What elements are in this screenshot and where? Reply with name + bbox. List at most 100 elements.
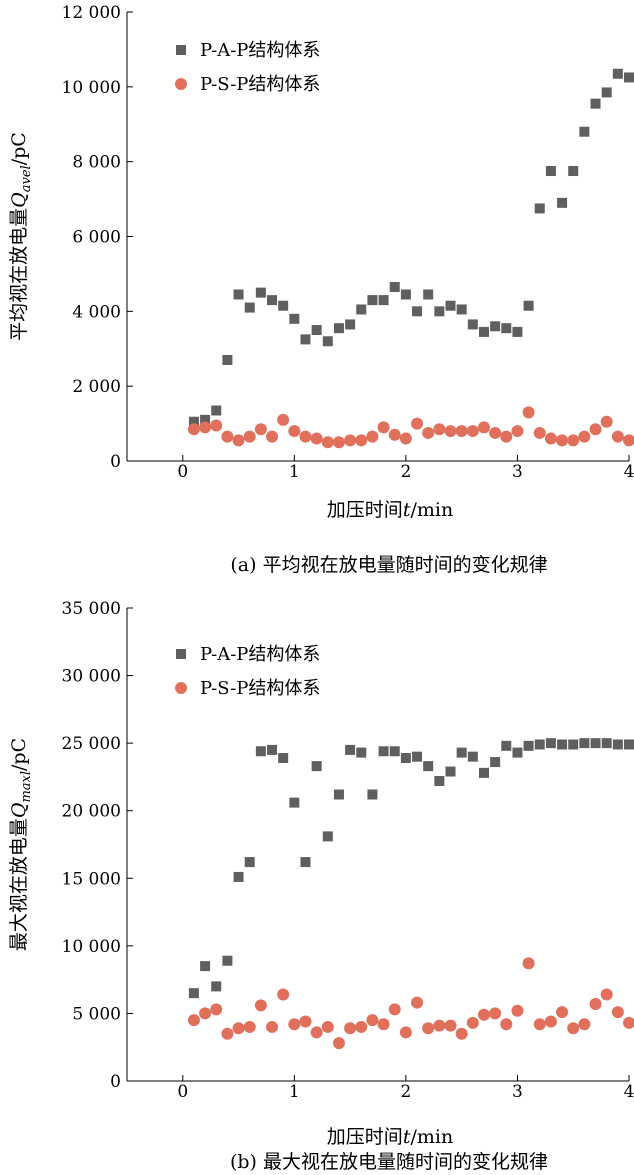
data-point-circle [466,1016,479,1029]
data-point-circle [477,1008,490,1021]
y-tick-label: 35 000 [62,599,121,619]
data-point-square [534,203,545,214]
data-point-circle [388,1003,401,1016]
data-point-circle [600,415,613,428]
data-point-circle [299,430,312,443]
x-axis-label-text: 加压时间 [327,499,403,521]
data-point-square [601,87,612,98]
data-point-square [445,300,456,311]
data-point-circle [489,1007,502,1020]
y-tick-label: 10 000 [62,78,121,98]
data-point-circle [611,430,624,443]
data-point-circle [589,997,602,1010]
x-axis-label-unit: /min [410,1126,453,1148]
data-point-square [389,746,400,757]
data-point-circle [210,419,223,432]
x-axis-label-var: t [403,499,411,521]
data-point-square [612,68,623,79]
y-tick-label: 8 000 [72,153,121,173]
data-point-square [222,955,233,966]
data-point-circle [600,988,613,1001]
data-point-square [423,761,434,772]
data-point-circle [232,1022,245,1035]
data-point-circle [444,425,457,438]
data-point-circle [355,434,368,447]
y-tick-label: 2 000 [72,377,121,397]
data-point-square [333,323,344,334]
data-point-circle [199,1007,212,1020]
data-point-square [400,289,411,300]
data-point-circle [533,426,546,439]
data-point-square [389,282,400,293]
data-point-circle [187,1014,200,1027]
data-point-circle [243,1020,256,1033]
data-point-circle [310,432,323,445]
data-point-circle [578,430,591,443]
x-tick-label: 1 [289,462,300,482]
x-axis-label-text: 加压时间 [327,1126,403,1148]
data-point-circle [266,1020,279,1033]
data-point-circle [623,434,634,447]
data-point-square [512,326,523,337]
x-axis-label: 加压时间t/min [327,499,453,521]
data-point-square [322,831,333,842]
data-point-circle [221,430,234,443]
data-point-circle [455,1027,468,1040]
data-point-square [434,306,445,317]
x-tick-label: 1 [289,1082,300,1102]
legend-label: P-S-P结构体系 [200,678,320,699]
data-point-square [412,306,423,317]
data-point-square [244,302,255,313]
data-point-circle [611,1006,624,1019]
data-point-square [590,738,601,749]
x-axis-label-var: t [403,1126,411,1148]
y-axis-label-text: 平均视在放电量 [8,208,30,341]
data-point-circle [511,1004,524,1017]
data-point-square [512,747,523,758]
data-point-circle [288,425,301,438]
data-point-circle [388,428,401,441]
data-point-circle [232,434,245,447]
legend-marker-square [176,649,186,659]
data-point-square [545,738,556,749]
data-point-square [255,746,266,757]
data-point-circle [221,1027,234,1040]
data-point-circle [567,1022,580,1035]
data-point-square [590,98,601,109]
data-point-square [534,739,545,750]
data-point-square [311,325,322,336]
data-point-square [188,416,199,427]
data-point-circle [377,1018,390,1031]
y-axis-label-subscript: avel [19,165,34,192]
data-point-circle [411,417,424,430]
legend-label: P-A-P结构体系 [200,644,320,665]
x-tick-label: 3 [512,462,523,482]
data-point-square [255,287,266,298]
data-point-square [523,300,534,311]
x-tick-label: 2 [400,462,411,482]
data-point-square [200,961,211,972]
data-point-circle [399,1026,412,1039]
data-point-circle [321,436,334,449]
data-point-square [557,739,568,750]
data-point-square [601,738,612,749]
data-point-circle [288,1018,301,1031]
data-point-circle [623,1016,634,1029]
x-tick-label: 4 [624,1082,634,1102]
data-point-square [267,744,278,755]
data-point-circle [411,996,424,1009]
data-point-square [356,304,367,315]
y-axis-label-unit: /pC [8,132,30,165]
data-point-circle [522,957,535,970]
data-point-square [367,295,378,306]
data-point-square [545,166,556,177]
legend-marker-circle [175,78,187,90]
data-point-circle [422,426,435,439]
y-tick-label: 0 [110,1072,121,1092]
data-point-circle [243,430,256,443]
data-point-square [490,321,501,332]
y-axis-label-var: Q [8,192,30,208]
data-point-square [467,319,478,330]
data-point-square [624,72,634,83]
y-axis-label: 最大视在放电量Qmaxl/pC [8,738,34,951]
